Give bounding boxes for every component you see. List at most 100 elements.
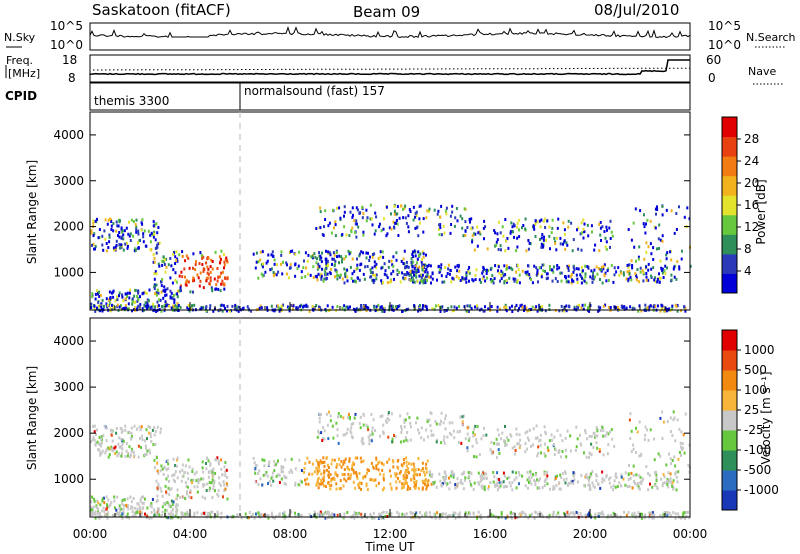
scatter-cell-1344	[506, 237, 509, 240]
scatter-cell-1662	[388, 512, 391, 516]
scatter-cell-1227	[447, 267, 450, 271]
scatter-cell-990	[608, 481, 611, 485]
scatter-cell-1013	[527, 486, 529, 490]
scatter-cell-266	[161, 278, 164, 281]
scatter-cell-422	[99, 293, 102, 297]
scatter-cell-494	[271, 250, 274, 254]
scatter-cell-722	[347, 249, 350, 253]
scatter-cell-1053	[527, 476, 530, 480]
scatter-cell-299	[190, 496, 193, 500]
scatter-cell-1472	[629, 436, 632, 440]
scatter-cell-606	[374, 478, 377, 482]
scatter-cell-1671	[127, 516, 130, 520]
scatter-cell-299	[216, 279, 219, 283]
scatter-cell-448	[323, 460, 326, 464]
scatter-cell-1153	[556, 280, 559, 283]
scatter-cell-1017	[577, 267, 580, 271]
scatter-cell-685	[360, 250, 363, 254]
scatter-cell-1388	[497, 442, 500, 446]
scatter-cell-1364	[517, 441, 520, 445]
scatter-cell-831	[461, 217, 464, 221]
scatter-cell-1479	[637, 257, 640, 261]
scatter-cell-884	[374, 229, 377, 233]
scatter-cell-1277	[552, 485, 555, 488]
scatter-cell-452	[303, 259, 305, 263]
scatter-cell-506	[311, 462, 314, 466]
scatter-cell-683	[356, 267, 359, 270]
scatter-cell-285	[189, 290, 192, 294]
scatter-cell-1221	[454, 483, 457, 487]
scatter-cell-834	[387, 411, 390, 415]
scatter-cell-1387	[522, 224, 525, 227]
scatter-cell-114	[150, 440, 153, 443]
scatter-cell-698	[421, 467, 424, 471]
scatter-cell-273	[203, 268, 206, 271]
scatter-cell-1374	[599, 226, 602, 230]
scatter-cell-1706	[282, 513, 285, 517]
scatter-cell-87	[112, 449, 115, 453]
scatter-cell-1413	[609, 430, 611, 434]
scatter-cell-853	[365, 423, 368, 427]
scatter-cell-1756	[278, 309, 281, 313]
scatter-cell-1787	[141, 309, 144, 313]
scatter-cell-1522	[652, 516, 655, 520]
scatter-cell-1036	[479, 280, 482, 284]
scatter-cell-702	[399, 470, 402, 474]
scatter-cell-1086	[575, 273, 578, 277]
scatter-cell-1392	[528, 241, 531, 245]
scatter-cell-982	[421, 268, 424, 272]
scatter-cell-913	[335, 206, 338, 210]
scatter-cell-1727	[150, 516, 153, 520]
scatter-cell-1117	[485, 476, 488, 480]
scatter-cell-1612	[205, 309, 208, 313]
scatter-cell-855	[430, 433, 433, 437]
scatter-cell-1687	[106, 516, 109, 520]
scatter-cell-459	[298, 250, 301, 254]
scatter-cell-1699	[94, 516, 97, 520]
scatter-cell-1603	[398, 512, 401, 516]
scatter-cell-1419	[562, 242, 564, 246]
scatter-cell-930	[427, 263, 430, 267]
scatter-cell-1252	[461, 276, 464, 280]
scatter-cell-1022	[658, 280, 661, 284]
scatter-cell-882	[331, 424, 334, 428]
scatter-cell-84	[111, 439, 114, 443]
scatter-cell-1330	[474, 424, 477, 428]
scatter-cell-96	[95, 433, 97, 436]
scatter-cell-794	[323, 225, 325, 229]
scatter-cell-1411	[536, 436, 539, 440]
scatter-cell-1239	[498, 485, 501, 489]
scatter-cell-1939	[594, 514, 597, 518]
scatter-cell-1265	[564, 275, 567, 278]
scatter-cell-121	[94, 443, 97, 447]
scatter-cell-1182	[407, 471, 410, 475]
scatter-cell-209	[202, 286, 205, 290]
scatter-cell-1005	[542, 263, 545, 267]
scatter-cell-1558	[381, 511, 384, 515]
scatter-cell-293	[172, 252, 174, 256]
scatter-cell-491	[304, 478, 306, 482]
scatter-cell-1271	[405, 476, 408, 480]
scatter-cell-1365	[518, 228, 520, 232]
scatter-cell-1184	[428, 275, 431, 279]
scatter-cell-1118	[407, 272, 410, 276]
scatter-cell-912	[440, 204, 443, 208]
scatter-cell-1880	[668, 511, 671, 515]
scatter-cell-439	[254, 266, 257, 270]
scatter-cell-1883	[594, 512, 597, 516]
scatter-cell-1437	[524, 450, 527, 454]
scatter-cell-723	[336, 474, 339, 478]
scatter-cell-684	[381, 250, 384, 254]
scatter-cell-717	[397, 476, 399, 480]
scatter-cell-595	[327, 466, 330, 469]
scatter-cell-1501	[674, 439, 677, 443]
scatter-cell-641	[343, 267, 346, 271]
scatter-cell-1209	[572, 474, 575, 478]
scatter-cell-1472	[652, 258, 655, 261]
scatter-cell-598	[317, 470, 320, 474]
scatter-cell-1148	[454, 265, 457, 269]
scatter-cell-590	[424, 473, 426, 477]
scatter-cell-706	[365, 251, 368, 255]
scatter-cell-6	[149, 451, 151, 455]
scatter-cell-1882	[163, 309, 166, 313]
